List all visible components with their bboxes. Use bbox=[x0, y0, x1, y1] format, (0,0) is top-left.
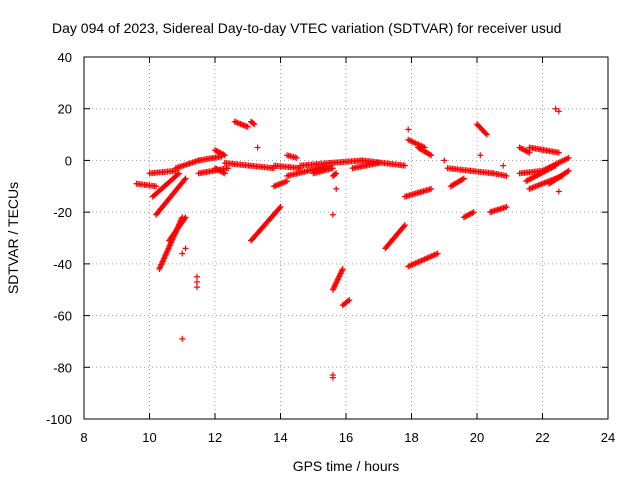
data-point bbox=[555, 108, 562, 115]
data-point bbox=[293, 154, 300, 161]
data-point bbox=[526, 149, 533, 156]
x-tick-label: 22 bbox=[535, 430, 549, 445]
data-point bbox=[333, 170, 340, 177]
data-point bbox=[344, 298, 351, 305]
y-tick-label: -80 bbox=[53, 360, 72, 375]
data-point bbox=[175, 170, 182, 177]
data-point bbox=[329, 165, 336, 172]
y-tick-label: -40 bbox=[53, 257, 72, 272]
data-point bbox=[221, 152, 228, 159]
grid-lines bbox=[84, 57, 608, 419]
y-tick-label: 0 bbox=[65, 153, 72, 168]
y-tick-labels: -100 -80 -60 -40 -20 0 20 40 bbox=[46, 50, 72, 427]
data-point bbox=[564, 168, 571, 175]
data-point bbox=[182, 245, 189, 252]
x-tick-label: 16 bbox=[339, 430, 353, 445]
x-tick-label: 14 bbox=[273, 430, 287, 445]
data-point bbox=[565, 167, 572, 174]
data-point bbox=[329, 372, 336, 379]
data-markers bbox=[133, 105, 572, 381]
data-point bbox=[405, 126, 412, 133]
x-tick-label: 8 bbox=[80, 430, 87, 445]
data-point bbox=[426, 151, 433, 158]
data-point bbox=[333, 185, 340, 192]
data-point bbox=[181, 215, 188, 222]
data-point bbox=[193, 273, 200, 280]
data-point bbox=[483, 131, 490, 138]
data-point bbox=[193, 284, 200, 291]
data-point bbox=[193, 278, 200, 285]
data-point bbox=[284, 178, 291, 185]
y-tick-label: -20 bbox=[53, 205, 72, 220]
data-point bbox=[254, 144, 261, 151]
data-point bbox=[179, 335, 186, 342]
data-point bbox=[460, 175, 467, 182]
data-point bbox=[332, 171, 339, 178]
data-point bbox=[503, 172, 510, 179]
x-tick-label: 20 bbox=[470, 430, 484, 445]
data-point bbox=[250, 120, 257, 127]
data-point bbox=[428, 152, 435, 159]
data-point bbox=[251, 121, 258, 128]
y-tick-label: 40 bbox=[58, 50, 72, 65]
data-point bbox=[401, 222, 408, 229]
y-tick-label: -60 bbox=[53, 309, 72, 324]
data-point bbox=[277, 203, 284, 210]
data-point bbox=[339, 266, 346, 273]
data-point bbox=[434, 250, 441, 257]
data-point bbox=[552, 105, 559, 112]
x-tick-labels: 8 10 12 14 16 18 20 22 24 bbox=[80, 430, 615, 445]
data-point bbox=[329, 211, 336, 218]
data-point bbox=[477, 152, 484, 159]
data-point bbox=[555, 188, 562, 195]
y-tick-label: 20 bbox=[58, 102, 72, 117]
data-point bbox=[555, 149, 562, 156]
data-point bbox=[181, 176, 188, 183]
data-point bbox=[182, 175, 189, 182]
data-point bbox=[221, 170, 228, 177]
y-tick-label: -100 bbox=[46, 412, 72, 427]
data-point bbox=[244, 123, 251, 130]
data-point bbox=[153, 183, 160, 190]
data-point bbox=[565, 154, 572, 161]
data-point bbox=[346, 297, 353, 304]
x-tick-label: 18 bbox=[404, 430, 418, 445]
data-point bbox=[470, 209, 477, 216]
data-point bbox=[552, 162, 559, 169]
data-point bbox=[500, 162, 507, 169]
data-point bbox=[276, 205, 283, 212]
x-tick-label: 12 bbox=[208, 430, 222, 445]
data-point bbox=[401, 162, 408, 169]
x-axis-title: GPS time / hours bbox=[293, 458, 400, 474]
data-point bbox=[400, 223, 407, 230]
x-tick-label: 10 bbox=[142, 430, 156, 445]
x-tick-label: 24 bbox=[601, 430, 615, 445]
data-point bbox=[375, 160, 382, 167]
data-point bbox=[182, 214, 189, 221]
data-point bbox=[428, 185, 435, 192]
data-point bbox=[459, 176, 466, 183]
data-point bbox=[441, 157, 448, 164]
y-axis-title: SDTVAR / TECUs bbox=[5, 182, 21, 294]
data-point bbox=[179, 250, 186, 257]
axis-ticks bbox=[83, 56, 609, 420]
chart-title: Day 094 of 2023, Sidereal Day-to-day VTE… bbox=[52, 20, 561, 36]
data-point bbox=[503, 203, 510, 210]
data-point bbox=[174, 171, 181, 178]
data-point bbox=[482, 130, 489, 137]
